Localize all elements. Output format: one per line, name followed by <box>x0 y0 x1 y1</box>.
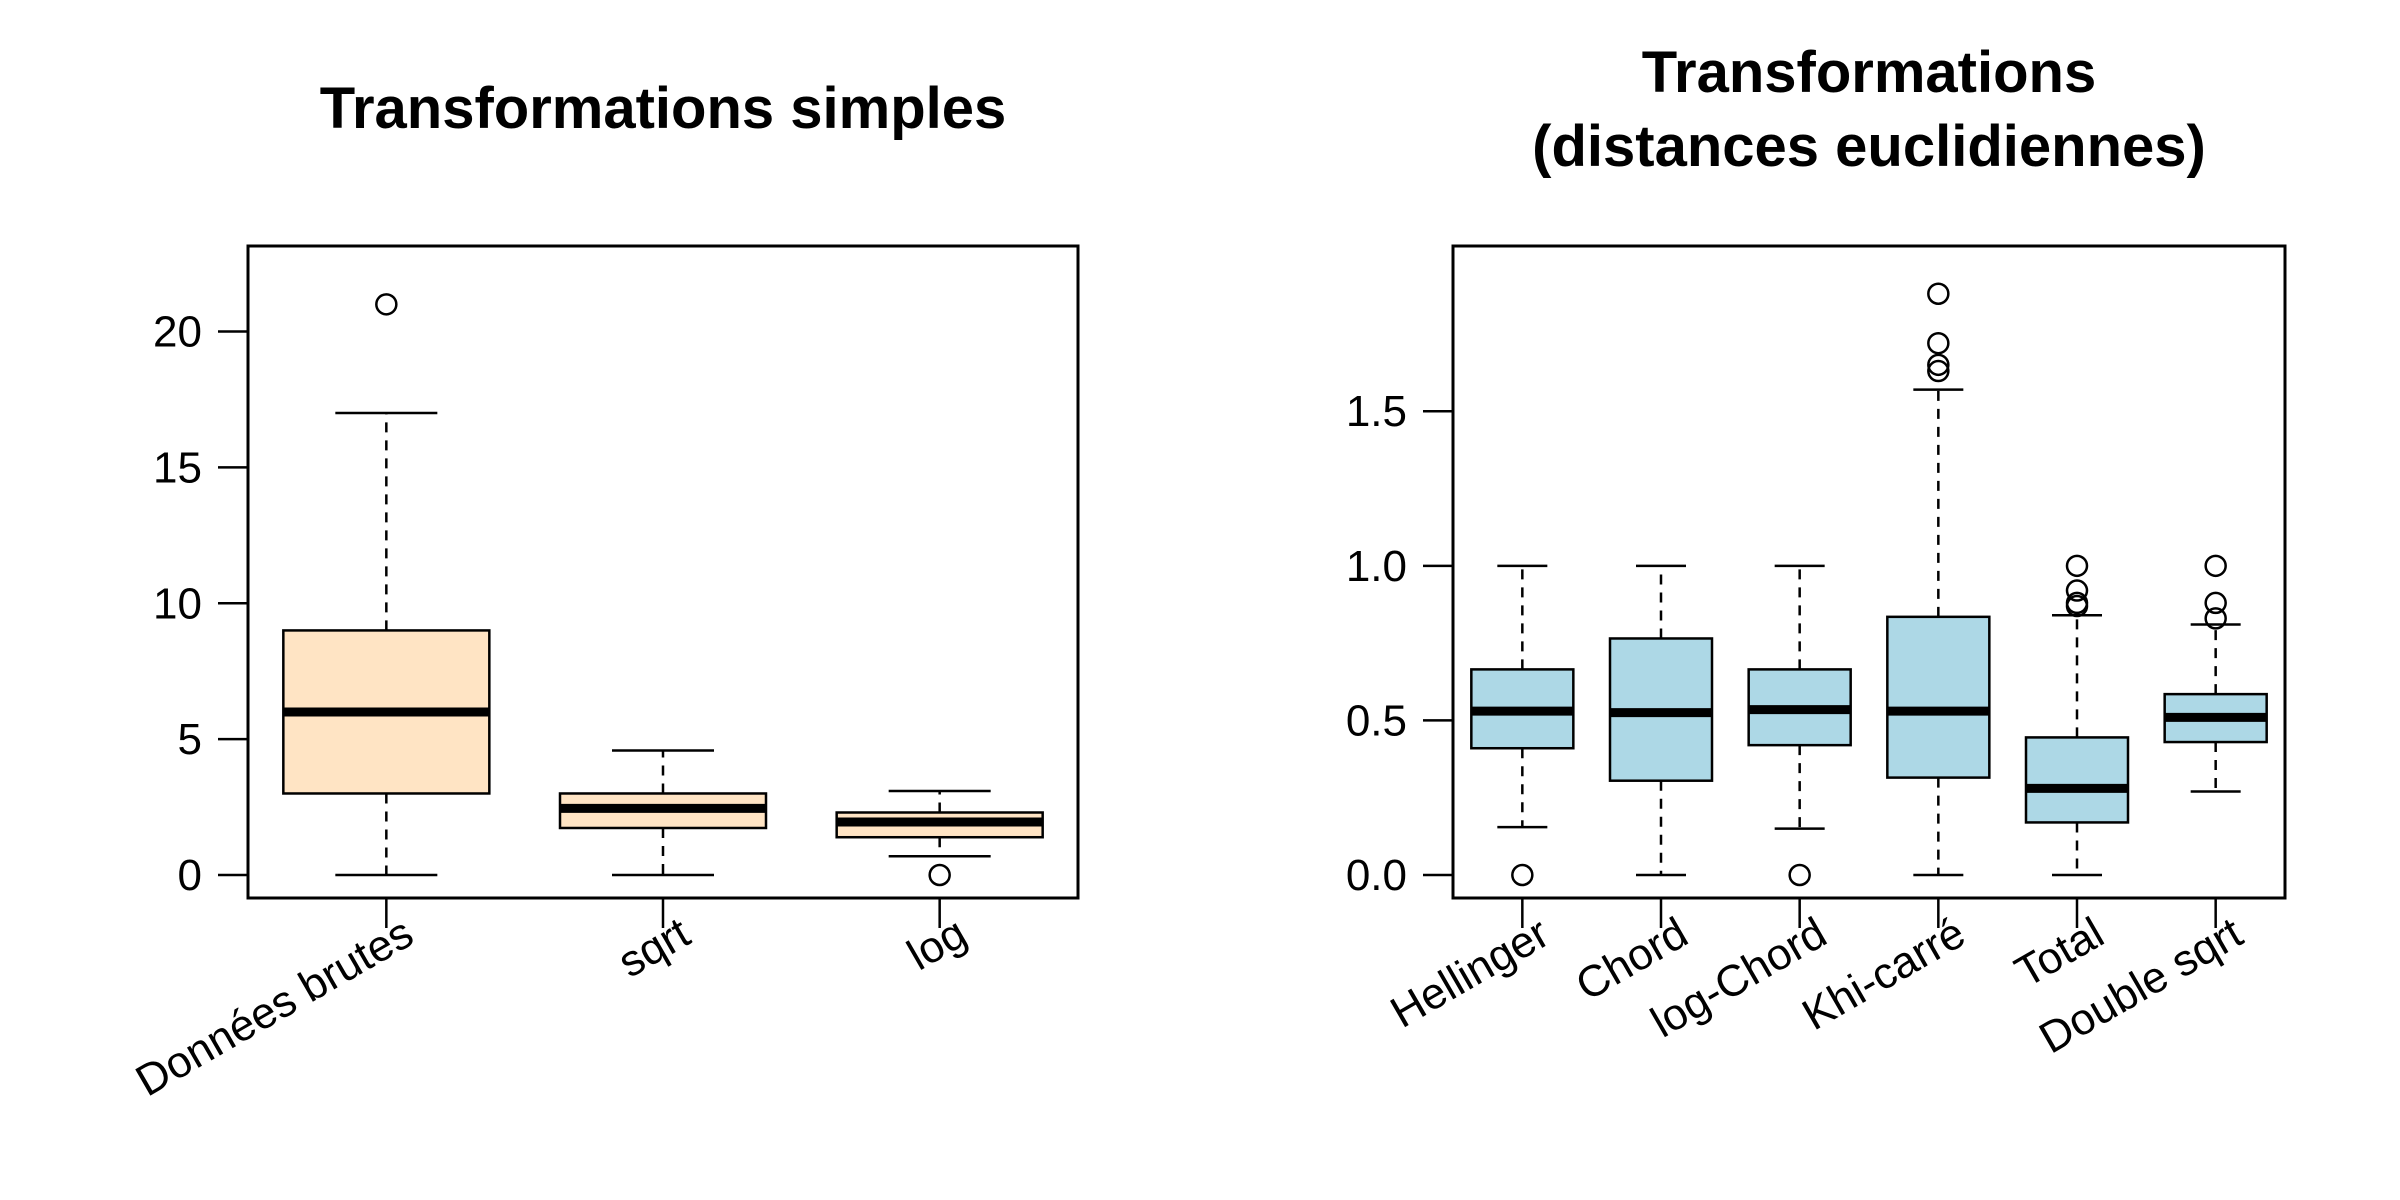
box-5 <box>2024 554 2130 877</box>
x-category-label: sqrt <box>610 908 698 987</box>
box-3 <box>1747 564 1852 887</box>
box-6 <box>2163 554 2268 793</box>
box-2 <box>558 749 768 877</box>
box-3 <box>835 789 1044 887</box>
box-1 <box>282 293 491 877</box>
box-iqr <box>1886 615 1991 779</box>
y-tick-label: 1.0 <box>1346 542 1407 591</box>
y-tick-label: 1.5 <box>1346 387 1407 436</box>
outlier-point <box>1927 353 1950 377</box>
chart-panel-2: Transformations (distances euclidiennes) 0… <box>1346 40 2287 1063</box>
y-tick-label: 0 <box>178 851 202 900</box>
outlier-point <box>2065 591 2089 615</box>
outlier-point <box>2204 554 2227 578</box>
outlier-point <box>1511 863 1534 887</box>
outlier-point <box>1927 331 1950 355</box>
box-2 <box>1608 564 1714 877</box>
outlier-point <box>1927 282 1950 305</box>
outlier-point <box>2065 579 2089 602</box>
y-tick-label: 0.0 <box>1346 851 1407 900</box>
box-1 <box>1470 564 1575 887</box>
y-tick-label: 10 <box>153 579 202 628</box>
box-iqr <box>2024 736 2130 824</box>
box-4 <box>1886 282 1991 877</box>
outlier-point <box>1927 359 1950 383</box>
y-tick-label: 15 <box>153 443 202 492</box>
outlier-point <box>2065 554 2089 578</box>
y-tick-label: 20 <box>153 308 202 357</box>
plot-frame <box>1451 244 2287 900</box>
outlier-point <box>2204 607 2227 630</box>
chart-title-line: (distances euclidiennes) <box>1532 114 2206 179</box>
chart-panel-1: Transformations simples 0 5 10 15 20 Données b… <box>128 76 1080 1106</box>
x-category-label: Hellinger <box>1382 908 1557 1037</box>
outlier-point <box>375 293 398 316</box>
outlier-point <box>928 863 951 887</box>
x-category-label: log <box>899 908 974 980</box>
chart-title-line: Transformations simples <box>320 76 1007 141</box>
outlier-point <box>1788 863 1811 887</box>
outlier-point <box>2204 591 2227 615</box>
y-tick-label: 0.5 <box>1346 696 1407 745</box>
chart-title-line: Transformations <box>1642 40 2096 105</box>
y-tick-label: 5 <box>178 715 202 764</box>
x-category-label: Données brutes <box>128 908 422 1106</box>
